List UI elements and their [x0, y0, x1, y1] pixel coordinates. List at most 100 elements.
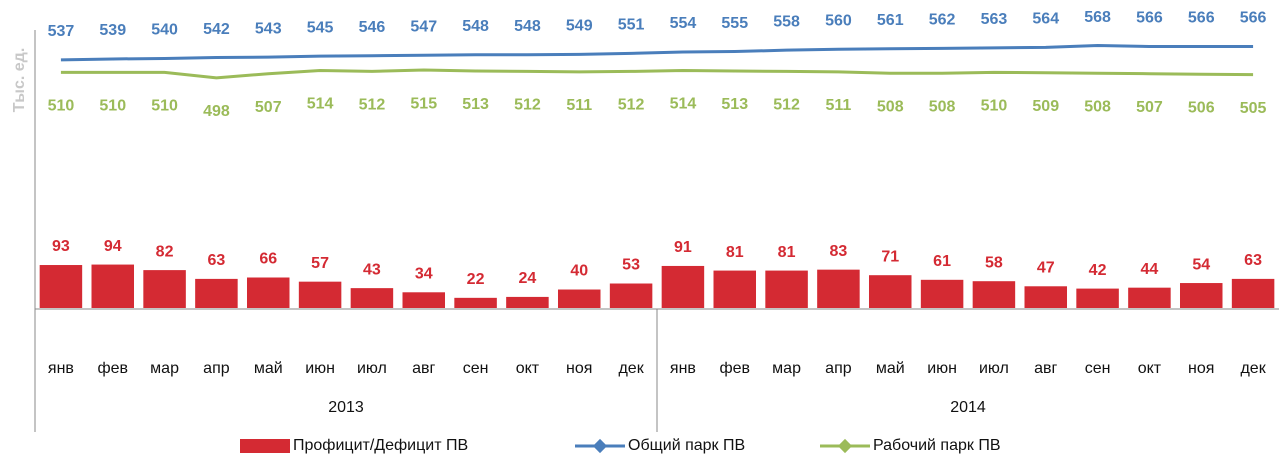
data-label: 34 [415, 266, 433, 283]
x-tick-label: авг [1034, 360, 1057, 377]
data-label: 510 [99, 98, 126, 115]
data-label: 537 [48, 23, 75, 40]
x-tick-label: дек [618, 360, 644, 377]
bar [350, 288, 394, 308]
bar [454, 297, 497, 308]
x-tick-label: окт [516, 360, 540, 377]
data-label: 83 [830, 243, 848, 260]
data-label: 512 [773, 97, 800, 114]
data-label: 43 [363, 261, 381, 278]
y-axis-label: Тыс. ед. [11, 48, 28, 113]
data-label: 548 [462, 18, 489, 35]
x-tick-label: апр [825, 360, 852, 377]
bar [1179, 283, 1223, 308]
bar [143, 270, 186, 308]
x-tick-label: мар [150, 360, 179, 377]
data-label: 512 [359, 97, 386, 114]
data-label: 511 [826, 97, 852, 114]
x-tick-label: апр [203, 360, 230, 377]
bar [1076, 288, 1119, 308]
data-label: 44 [1141, 261, 1159, 278]
line [60, 44, 1254, 62]
data-label: 545 [307, 19, 334, 36]
legend-swatch [240, 439, 290, 453]
bar [1024, 286, 1068, 308]
x-tick-label: авг [412, 360, 435, 377]
data-label: 566 [1240, 10, 1267, 27]
data-label: 512 [618, 97, 645, 114]
bar [972, 281, 1016, 308]
bar [557, 289, 601, 308]
data-label: 539 [99, 22, 126, 39]
bar [817, 269, 860, 308]
data-label: 547 [410, 18, 437, 35]
data-label: 514 [670, 96, 697, 113]
x-tick-label: дек [1240, 360, 1266, 377]
data-label: 47 [1037, 260, 1055, 277]
legend-label: Общий парк ПВ [628, 437, 745, 454]
x-tick-label: фев [719, 360, 750, 377]
data-label: 510 [48, 98, 75, 115]
data-label: 513 [462, 96, 489, 113]
data-label: 507 [1136, 99, 1163, 116]
x-tick-label: сен [1085, 360, 1111, 377]
bar [1231, 278, 1275, 308]
bar [661, 265, 705, 308]
data-label: 94 [104, 238, 122, 255]
legend-marker [837, 438, 853, 454]
bar [713, 270, 757, 308]
data-label: 508 [1084, 98, 1111, 115]
bar [920, 279, 964, 308]
data-label: 548 [514, 18, 541, 35]
bar [39, 265, 83, 308]
data-label: 542 [203, 21, 230, 38]
data-label: 512 [514, 97, 541, 114]
data-label: 510 [981, 98, 1008, 115]
x-tick-label: июн [927, 360, 957, 377]
data-label: 506 [1188, 99, 1215, 116]
legend-label: Профицит/Дефицит ПВ [293, 437, 468, 454]
data-label: 543 [255, 20, 282, 37]
data-label: 57 [311, 255, 329, 272]
bar [298, 281, 342, 308]
data-label: 54 [1192, 256, 1210, 273]
data-label: 40 [570, 263, 588, 280]
data-label: 540 [151, 22, 178, 39]
x-tick-label: фев [97, 360, 128, 377]
data-label: 93 [52, 238, 70, 255]
data-label: 505 [1240, 100, 1267, 117]
data-label: 66 [259, 251, 277, 268]
bar [765, 270, 808, 308]
x-tick-label: июл [357, 360, 387, 377]
data-label: 564 [1032, 11, 1059, 28]
data-label: 555 [721, 15, 748, 32]
legend-label: Рабочий парк ПВ [873, 437, 1000, 454]
data-label: 42 [1089, 262, 1107, 279]
data-label: 53 [622, 257, 640, 274]
bar [195, 278, 238, 308]
data-label: 558 [773, 13, 800, 30]
data-label: 58 [985, 254, 1003, 271]
data-label: 24 [519, 270, 537, 287]
data-label: 22 [467, 271, 485, 288]
bar [402, 292, 446, 308]
data-label: 511 [566, 97, 592, 114]
x-tick-label: сен [463, 360, 489, 377]
x-tick-label: ноя [566, 360, 592, 377]
data-label: 63 [1244, 252, 1262, 269]
data-label: 513 [721, 96, 748, 113]
group-label: 2014 [950, 399, 986, 416]
bar [91, 264, 135, 308]
group-label: 2013 [328, 399, 364, 416]
data-label: 509 [1032, 98, 1059, 115]
x-tick-label: янв [670, 360, 696, 377]
line [60, 68, 1254, 80]
data-label: 63 [208, 252, 226, 269]
legend-marker [592, 438, 608, 454]
bar [246, 277, 290, 308]
x-tick-label: мар [772, 360, 801, 377]
data-label: 551 [618, 17, 645, 34]
data-label: 510 [151, 98, 178, 115]
data-label: 508 [929, 98, 956, 115]
bar [1128, 287, 1171, 308]
